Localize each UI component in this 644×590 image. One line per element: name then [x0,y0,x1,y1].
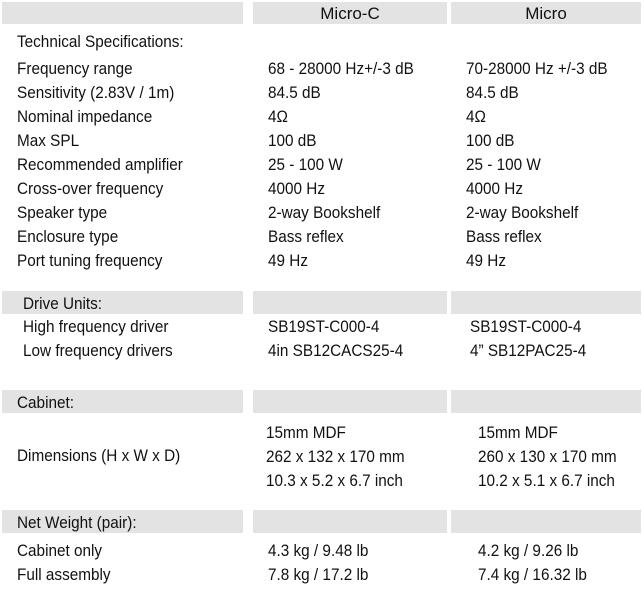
drive-units-bar-micro-c [253,291,447,314]
driver-value-micro-c: 4in SB12CACS25-4 [268,341,404,360]
cabinet-dims-inch-micro: 10.2 x 5.1 x 6.7 inch [478,471,615,490]
spec-value-micro-c: 4000 Hz [268,179,325,198]
spec-label: Sensitivity (2.83V / 1m) [17,83,175,102]
spec-value-micro: 25 - 100 W [466,155,541,174]
header-bar-label [2,2,243,24]
spec-value-micro: Bass reflex [466,227,542,246]
net-weight-bar-label [2,510,243,533]
column-header-micro-c: Micro-C [320,4,380,23]
tech-specs-title: Technical Specifications: [17,32,184,51]
driver-value-micro: SB19ST-C000-4 [470,317,582,336]
spec-value-micro-c: Bass reflex [268,227,344,246]
column-header-micro: Micro [525,4,567,23]
spec-value-micro: 4000 Hz [466,179,523,198]
cabinet-dims-inch-micro-c: 10.3 x 5.2 x 6.7 inch [266,471,403,490]
spec-value-micro: 84.5 dB [466,83,519,102]
spec-label: Speaker type [17,203,108,222]
spec-label: Frequency range [17,59,133,78]
header-bar-micro [451,2,641,24]
spec-value-micro: 4Ω [466,107,486,126]
spec-value-micro: 2-way Bookshelf [466,203,579,222]
weight-value-micro-c: 7.8 kg / 17.2 lb [268,565,369,584]
spec-value-micro-c: 84.5 dB [268,83,321,102]
cabinet-bar-label [2,390,243,413]
driver-value-micro-c: SB19ST-C000-4 [268,317,380,336]
spec-label: Port tuning frequency [17,251,163,270]
spec-value-micro: 49 Hz [466,251,506,270]
weight-value-micro-c: 4.3 kg / 9.48 lb [268,541,369,560]
spec-label: Cross-over frequency [17,179,164,198]
spec-value-micro-c: 100 dB [268,131,317,150]
spec-value-micro-c: 4Ω [268,107,288,126]
drive-units-title: Drive Units: [23,294,103,313]
cabinet-material-micro: 15mm MDF [478,423,558,442]
driver-label: High frequency driver [23,317,169,336]
header-bar-micro-c [253,2,447,24]
weight-value-micro: 7.4 kg / 16.32 lb [478,565,587,584]
net-weight-title: Net Weight (pair): [17,513,137,532]
cabinet-bar-micro [451,390,641,413]
dimensions-label: Dimensions (H x W x D) [17,446,181,465]
driver-value-micro: 4” SB12PAC25-4 [470,341,587,360]
spec-value-micro-c: 2-way Bookshelf [268,203,381,222]
cabinet-bar-micro-c [253,390,447,413]
weight-value-micro: 4.2 kg / 9.26 lb [478,541,579,560]
drive-units-bar-micro [451,291,641,314]
cabinet-dims-mm-micro: 260 x 130 x 170 mm [478,447,617,466]
net-weight-bar-micro [451,510,641,533]
spec-value-micro-c: 25 - 100 W [268,155,343,174]
cabinet-dims-mm-micro-c: 262 x 132 x 170 mm [266,447,405,466]
spec-value-micro-c: 68 - 28000 Hz+/-3 dB [268,59,414,78]
cabinet-material-micro-c: 15mm MDF [266,423,346,442]
spec-label: Enclosure type [17,227,119,246]
spec-value-micro-c: 49 Hz [268,251,308,270]
weight-label: Full assembly [17,565,111,584]
weight-label: Cabinet only [17,541,103,560]
net-weight-bar-micro-c [253,510,447,533]
cabinet-title: Cabinet: [17,393,74,412]
spec-label: Max SPL [17,131,80,150]
drive-units-bar-label [2,291,243,314]
spec-label: Recommended amplifier [17,155,183,174]
driver-label: Low frequency drivers [23,341,173,360]
spec-value-micro: 100 dB [466,131,515,150]
spec-value-micro: 70-28000 Hz +/-3 dB [466,59,608,78]
spec-label: Nominal impedance [17,107,153,126]
